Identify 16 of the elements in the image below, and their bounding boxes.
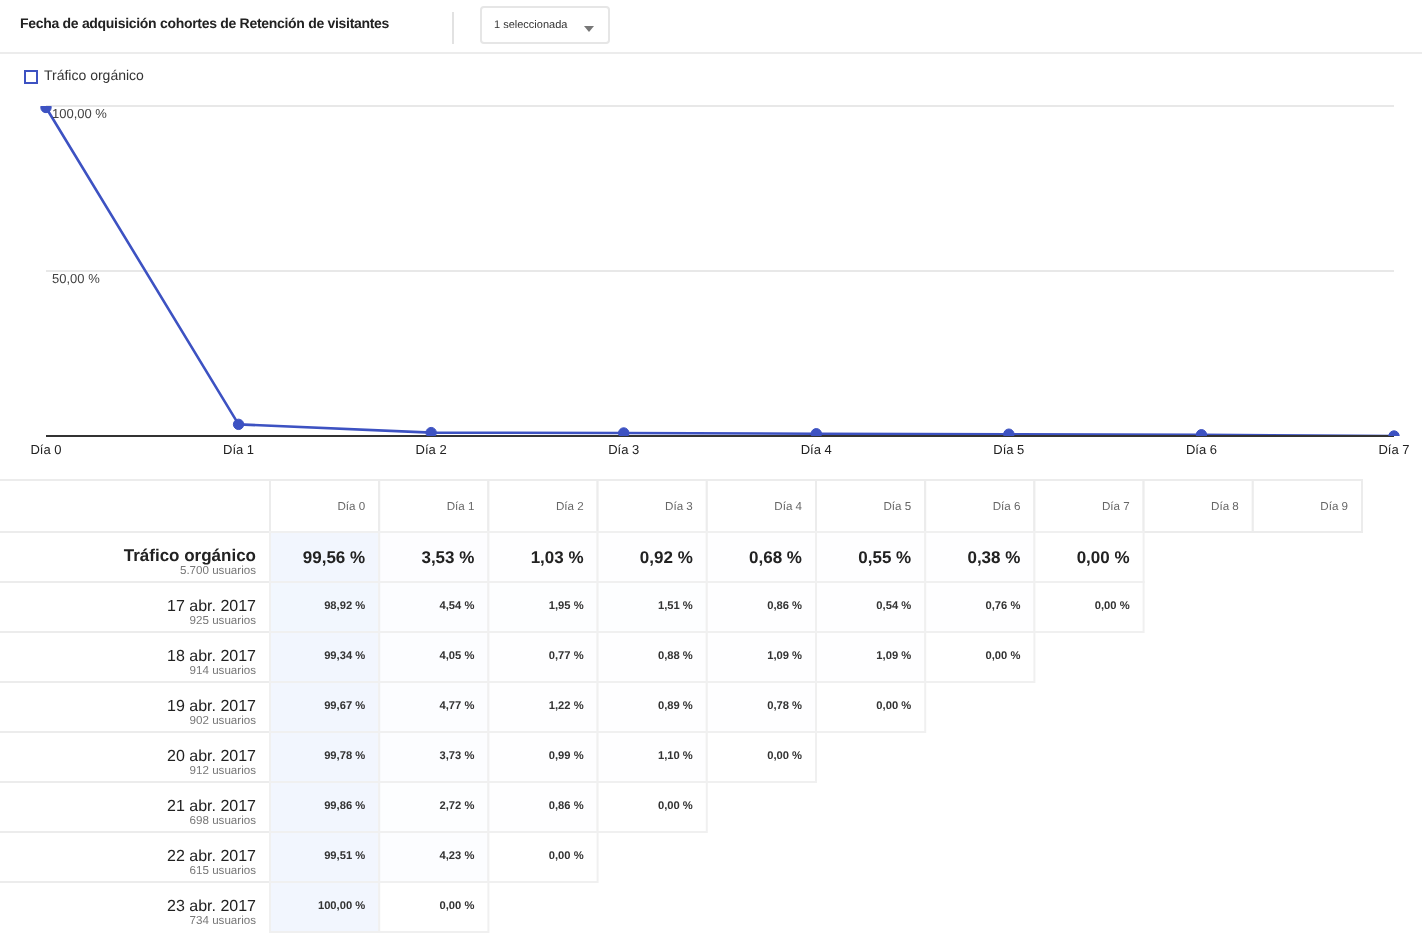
data-label: 0,55 % xyxy=(858,547,913,567)
y-tick-label: 21 abr. 2017 xyxy=(167,796,258,814)
data-label: 0,68 % xyxy=(749,547,803,567)
y-tick-label: 19 abr. 2017 xyxy=(167,696,258,714)
data-label: 0,38 % xyxy=(967,547,1022,567)
y-tick-label: 17 abr. 2017 xyxy=(167,596,258,614)
data-label: 99,56 % xyxy=(302,547,367,567)
y-tick-label: Tráfico orgánico xyxy=(123,545,256,565)
data-label: 0,92 % xyxy=(639,547,694,567)
y-tick-label: 23 abr. 2017 xyxy=(167,896,258,914)
data-label: 1,03 % xyxy=(530,547,585,567)
y-tick-label: 18 abr. 2017 xyxy=(167,646,258,664)
y-tick-label: 22 abr. 2017 xyxy=(167,846,258,864)
data-label: 3,53 % xyxy=(421,547,476,567)
data-label: 0,00 % xyxy=(1076,547,1131,567)
y-tick-label: 20 abr. 2017 xyxy=(167,746,258,764)
